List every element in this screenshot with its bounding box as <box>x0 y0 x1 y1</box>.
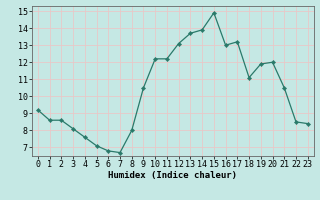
X-axis label: Humidex (Indice chaleur): Humidex (Indice chaleur) <box>108 171 237 180</box>
